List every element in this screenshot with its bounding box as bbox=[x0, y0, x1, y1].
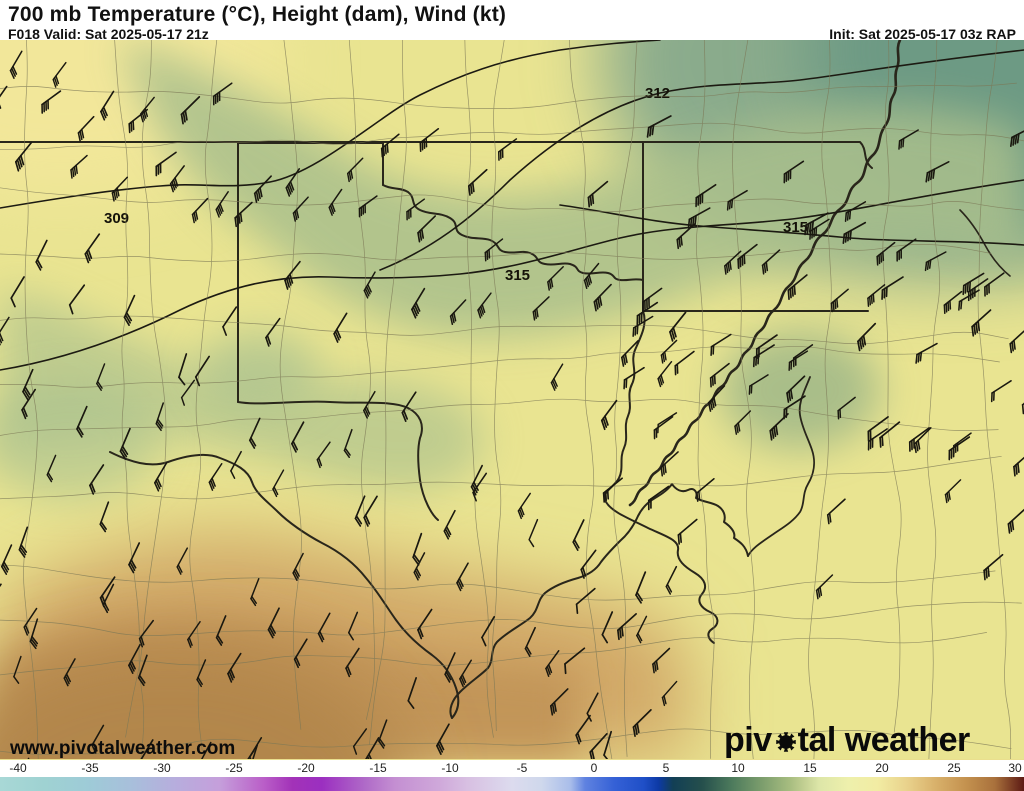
svg-text:312: 312 bbox=[645, 85, 670, 102]
svg-text:315: 315 bbox=[505, 267, 530, 284]
svg-text:309: 309 bbox=[104, 210, 129, 227]
